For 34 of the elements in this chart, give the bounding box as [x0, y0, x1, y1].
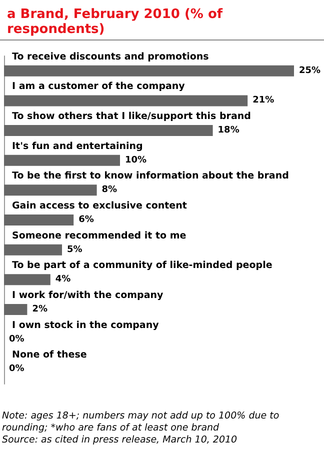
- data-label: 0%: [9, 364, 24, 374]
- data-label: 0%: [9, 334, 24, 344]
- y-tick-label: Someone recommended it to me: [12, 230, 186, 242]
- y-tick-label: To be the first to know information about the brand: [12, 170, 289, 182]
- data-label: 2%: [32, 304, 48, 314]
- y-tick-label: I own stock in the company: [12, 320, 160, 331]
- bar: [4, 214, 74, 226]
- bar: [4, 125, 213, 136]
- bar: [4, 154, 120, 166]
- y-tick-label: I am a customer of the company: [12, 81, 186, 92]
- y-tick-label: It's fun and entertaining: [12, 140, 143, 152]
- y-tick-label: To receive discounts and promotions: [12, 51, 210, 62]
- data-label: 8%: [102, 185, 118, 196]
- y-tick-label: Gain access to exclusive content: [12, 200, 188, 212]
- data-label: 21%: [252, 96, 274, 106]
- bar: [4, 95, 248, 106]
- data-label: 5%: [67, 244, 82, 255]
- data-label: 25%: [299, 66, 321, 76]
- source-note: Source: as cited in press release, March 10, 2010: [2, 434, 238, 446]
- bar: [4, 304, 28, 315]
- y-tick-label: To show others that I like/support this brand: [12, 111, 251, 122]
- bar: [4, 244, 62, 256]
- y-tick-label: I work for/with the company: [12, 290, 164, 301]
- y-tick-label: None of these: [12, 350, 87, 361]
- text: Note: ages 18+; numbers may not add up to 100% due to rounding; *who are fans of at least one brand: [2, 410, 282, 434]
- data-label: 4%: [55, 274, 71, 285]
- chart-title: a Brand, February 2010 (% of respondents): [7, 7, 228, 37]
- y-tick-label: To be part of a community of like-minded people: [12, 260, 272, 272]
- bar: [4, 184, 97, 196]
- data-label: 18%: [218, 126, 240, 136]
- bar: [4, 274, 50, 286]
- data-label: 10%: [125, 155, 147, 166]
- data-label: 6%: [78, 215, 94, 225]
- bar: [4, 65, 294, 76]
